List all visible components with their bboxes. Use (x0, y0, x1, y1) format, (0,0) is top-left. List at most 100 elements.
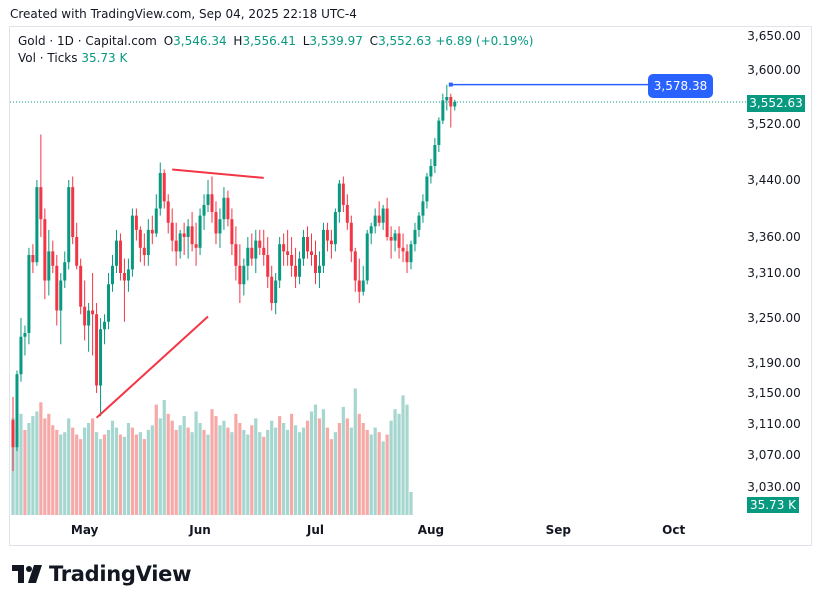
candle-body (270, 276, 274, 303)
candle-body (373, 215, 377, 227)
candle-body (67, 187, 71, 263)
candle-body (47, 251, 51, 281)
volume-bar (361, 423, 365, 515)
volume-bar (15, 427, 19, 515)
volume-bar (266, 429, 270, 515)
y-tick-label: 3,250.00 (747, 311, 800, 325)
candle-body (413, 229, 417, 245)
volume-label[interactable]: Vol · Ticks (18, 51, 78, 65)
volume-bar (75, 434, 79, 515)
high-label: H (233, 34, 243, 48)
volume-bar (309, 411, 314, 515)
candle-body (142, 247, 146, 255)
volume-bar (293, 425, 298, 515)
candle-body (107, 284, 111, 322)
volume-bar (258, 432, 262, 515)
volume-bar (190, 432, 194, 515)
y-tick-label: 3,030.00 (747, 480, 800, 494)
candle-body (122, 273, 126, 281)
volume-bar (142, 439, 146, 515)
candle-body (365, 233, 369, 281)
y-tick-label: 3,520.00 (747, 117, 800, 131)
volume-bar (389, 420, 393, 515)
candle-body (186, 226, 190, 237)
volume-bar (262, 436, 266, 515)
candle-body (361, 280, 365, 292)
callout-anchor (448, 82, 453, 87)
volume-bar (27, 423, 31, 515)
volume-value: 35.73 K (81, 51, 128, 65)
candle-body (130, 215, 134, 270)
candle-body (15, 374, 19, 448)
candle-body (433, 145, 437, 166)
candle-body (345, 204, 349, 223)
volume-bar (254, 418, 258, 515)
volume-bar (333, 432, 337, 515)
volume-tag: 35.73 K (747, 497, 799, 513)
trendline (172, 168, 264, 179)
volume-bar (270, 420, 274, 515)
volume-bar (349, 427, 353, 515)
volume-bar (373, 427, 377, 515)
candle-body (174, 240, 178, 252)
volume-bar (313, 404, 318, 515)
candle-body (63, 262, 67, 281)
volume-bar (397, 413, 401, 515)
volume-bar (381, 441, 385, 515)
volume-bar (230, 432, 234, 515)
candle-body (230, 219, 234, 245)
candle-body (445, 97, 449, 101)
volume-bar (182, 416, 186, 515)
volume-bar (130, 427, 134, 515)
volume-bar (170, 420, 174, 515)
volume-bar (31, 416, 35, 515)
candle-body (59, 280, 63, 311)
y-tick-label: 3,440.00 (747, 173, 800, 187)
y-tick-label: 3,070.00 (747, 448, 800, 462)
x-tick-label: Jul (306, 523, 324, 537)
candle-body (150, 229, 154, 234)
candle-body (146, 229, 150, 255)
candle-body (134, 215, 138, 230)
candle-body (449, 97, 453, 107)
x-tick-label: May (71, 523, 99, 537)
volume-bar (369, 434, 373, 515)
volume-bar (126, 423, 131, 515)
candle-body (333, 212, 337, 245)
candle-body (317, 265, 321, 273)
volume-bar (385, 434, 389, 515)
candle-body (202, 204, 206, 216)
candle-body (325, 229, 329, 241)
candle-body (278, 244, 282, 281)
volume-bar (282, 423, 286, 515)
volume-bar (43, 418, 47, 515)
candle-body (266, 255, 270, 277)
tradingview-logo[interactable]: TradingView (12, 562, 191, 586)
volume-bar (345, 418, 349, 515)
open-value: 3,546.34 (173, 34, 227, 48)
price-callout[interactable]: 3,578.38 (648, 74, 713, 98)
volume-bar (246, 434, 250, 515)
volume-bar (290, 413, 294, 515)
candle-body (91, 310, 95, 315)
candle-body (254, 240, 258, 259)
volume-bar (278, 416, 282, 515)
candle-body (210, 194, 214, 213)
candle-body (290, 255, 294, 266)
close-value: 3,552.63 (378, 34, 432, 48)
candle-body (437, 120, 441, 145)
candle-body (178, 233, 182, 252)
symbol-label[interactable]: Gold · 1D · Capital.com (18, 34, 157, 48)
volume-bar (158, 418, 162, 515)
chart-frame (9, 26, 812, 546)
candle-body (369, 226, 373, 234)
volume-bar (118, 434, 123, 515)
candle-body (114, 240, 118, 266)
candle-body (405, 251, 409, 263)
volume-bar (71, 427, 75, 515)
candle-body (349, 222, 353, 252)
volume-bar (286, 429, 290, 515)
candle-body (329, 240, 333, 245)
volume-bar (87, 423, 91, 515)
